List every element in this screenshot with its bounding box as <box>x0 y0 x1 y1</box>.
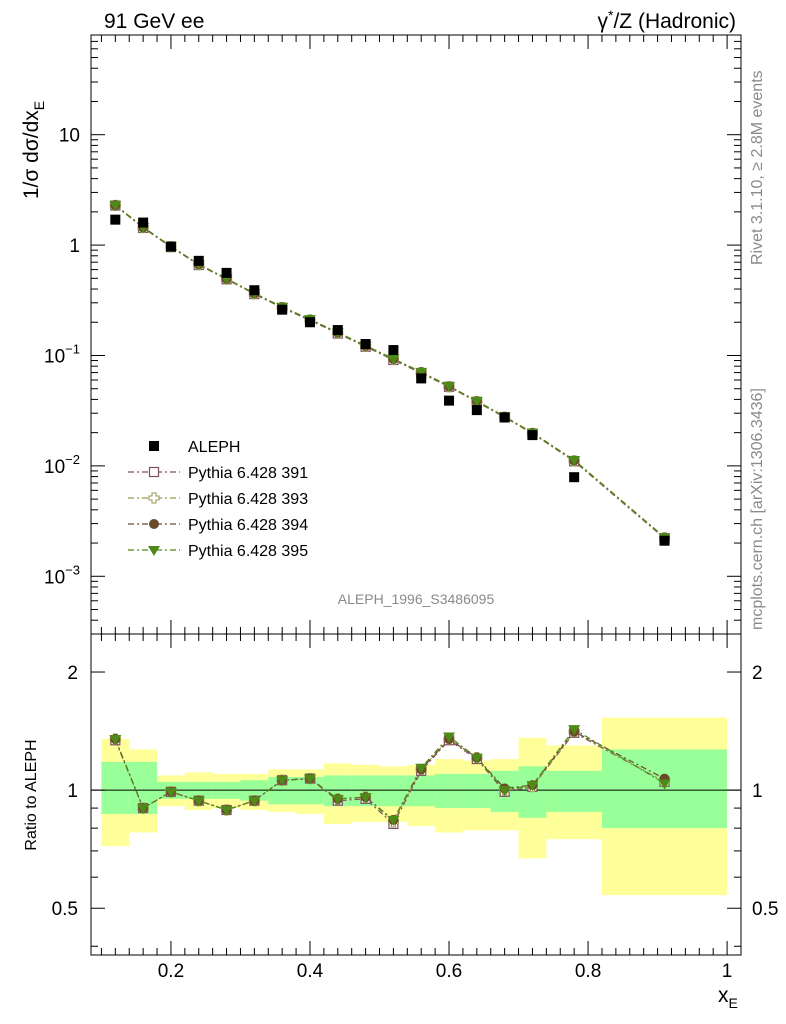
ratio-point-s395 <box>658 779 671 790</box>
point-aleph-data <box>659 535 670 546</box>
point-aleph-data <box>388 345 399 356</box>
ratio-point-s395 <box>192 796 205 807</box>
x-tick-label: 0.6 <box>436 961 462 982</box>
rivet-version-label: Rivet 3.1.10, ≥ 2.8M events <box>749 70 766 265</box>
legend-marker <box>148 492 160 504</box>
band-inner-bin <box>101 761 130 814</box>
ratio-point-s395 <box>331 794 344 805</box>
ratio-y-tick-label-left: 0.5 <box>52 899 78 920</box>
x-tick-label: 0.4 <box>297 961 324 982</box>
legend-label: Pythia 6.428 391 <box>188 465 308 482</box>
ratio-point-s395 <box>109 734 122 745</box>
analysis-watermark: ALEPH_1996_S3486095 <box>338 591 495 607</box>
point-aleph-data <box>138 217 149 228</box>
ratio-point-s395 <box>387 815 400 826</box>
point-aleph-data <box>221 267 232 278</box>
ratio-point-s395 <box>568 725 581 736</box>
point-s395 <box>109 200 122 211</box>
ratio-point-s395 <box>137 804 150 815</box>
ratio-panel-series <box>109 725 671 830</box>
ratio-point-s395 <box>470 753 483 764</box>
x-tick-label: 1 <box>722 961 733 982</box>
x-tick-label: 0.8 <box>575 961 601 982</box>
ratio-point-s395 <box>164 787 177 798</box>
point-aleph-data <box>165 241 176 252</box>
point-aleph-data <box>569 472 580 483</box>
mcplots-label: mcplots.cern.ch [arXiv:1306.3436] <box>749 388 766 630</box>
point-aleph-data <box>499 412 510 423</box>
point-s395 <box>387 354 400 365</box>
point-aleph-data <box>249 285 260 296</box>
band-inner-bin <box>546 770 602 812</box>
ratio-y-tick-label-right: 2 <box>752 663 763 684</box>
band-inner-bin <box>462 773 491 809</box>
ratio-point-s395 <box>498 786 511 797</box>
ratio-point-s395 <box>220 805 233 816</box>
point-s395 <box>415 367 428 378</box>
ratio-error-bands <box>101 717 728 896</box>
legend-label: Pythia 6.428 395 <box>188 543 308 560</box>
x-axis-label: xE <box>718 984 738 1011</box>
legend-label: Pythia 6.428 393 <box>188 491 308 508</box>
point-aleph-data <box>416 373 427 384</box>
main-panel-series <box>109 199 671 546</box>
ratio-point-s395 <box>248 796 261 807</box>
tick-labels: 0.2 0.4 0.6 0.8 1 10 1 10−1 10−2 10−3 0.5 0.5 1 1 2 2 <box>44 126 778 982</box>
ratio-y-tick-label-left: 2 <box>67 663 78 684</box>
axes-frames <box>90 34 742 956</box>
band-inner-bin <box>379 775 408 807</box>
point-aleph-data <box>193 255 204 266</box>
series-line-s395 <box>114 204 665 538</box>
plot-title-right: γ*/Z (Hadronic) <box>598 7 736 33</box>
x-tick-label: 0.2 <box>158 961 184 982</box>
legend-marker <box>148 466 160 478</box>
plot-title-left: 91 GeV ee <box>104 10 204 33</box>
legend-marker <box>149 441 159 451</box>
ratio-point-s395 <box>415 763 428 774</box>
ratio-y-axis-label: Ratio to ALEPH <box>23 739 40 850</box>
point-aleph-data <box>360 339 371 350</box>
band-inner-bin <box>435 773 463 809</box>
point-aleph-data <box>332 325 343 336</box>
ratio-y-tick-label-left: 1 <box>67 781 78 802</box>
series-line-s391 <box>114 205 665 539</box>
main-y-tick-label: 1 <box>69 236 80 257</box>
main-y-axis-label: 1/σ dσ/dxE <box>20 101 47 199</box>
series-line-s394 <box>114 204 665 538</box>
ratio-panel-frame <box>90 633 742 956</box>
main-y-tick-label: 10−3 <box>44 562 80 588</box>
point-s395 <box>568 456 581 467</box>
point-aleph-data <box>444 395 455 406</box>
ratio-point-s395 <box>359 793 372 804</box>
ratio-point-s395 <box>303 774 316 785</box>
series-line-s393 <box>114 204 665 539</box>
point-aleph-data <box>527 430 538 441</box>
point-aleph-data <box>277 304 288 315</box>
main-y-tick-label: 10 <box>59 126 80 147</box>
point-aleph-data <box>304 317 315 328</box>
legend-label: Pythia 6.428 394 <box>188 517 308 534</box>
ratio-point-s395 <box>276 776 289 787</box>
band-inner-bin <box>407 775 436 807</box>
legend: ALEPH Pythia 6.428 391 Pythia 6.428 393 Pyt… <box>128 439 308 560</box>
point-aleph-data <box>471 405 482 416</box>
ratio-y-tick-label-right: 0.5 <box>752 899 778 920</box>
legend-marker <box>148 546 160 556</box>
ratio-point-s395 <box>443 732 456 743</box>
ratio-y-tick-label-right: 1 <box>752 781 763 802</box>
point-aleph-data <box>110 214 121 225</box>
ratio-point-s395 <box>526 781 539 792</box>
point-s395 <box>470 396 483 407</box>
point-s395 <box>443 381 456 392</box>
legend-marker <box>149 519 159 529</box>
main-y-tick-label: 10−2 <box>44 452 80 478</box>
main-y-tick-label: 10−1 <box>44 341 80 367</box>
legend-label: ALEPH <box>188 439 240 456</box>
